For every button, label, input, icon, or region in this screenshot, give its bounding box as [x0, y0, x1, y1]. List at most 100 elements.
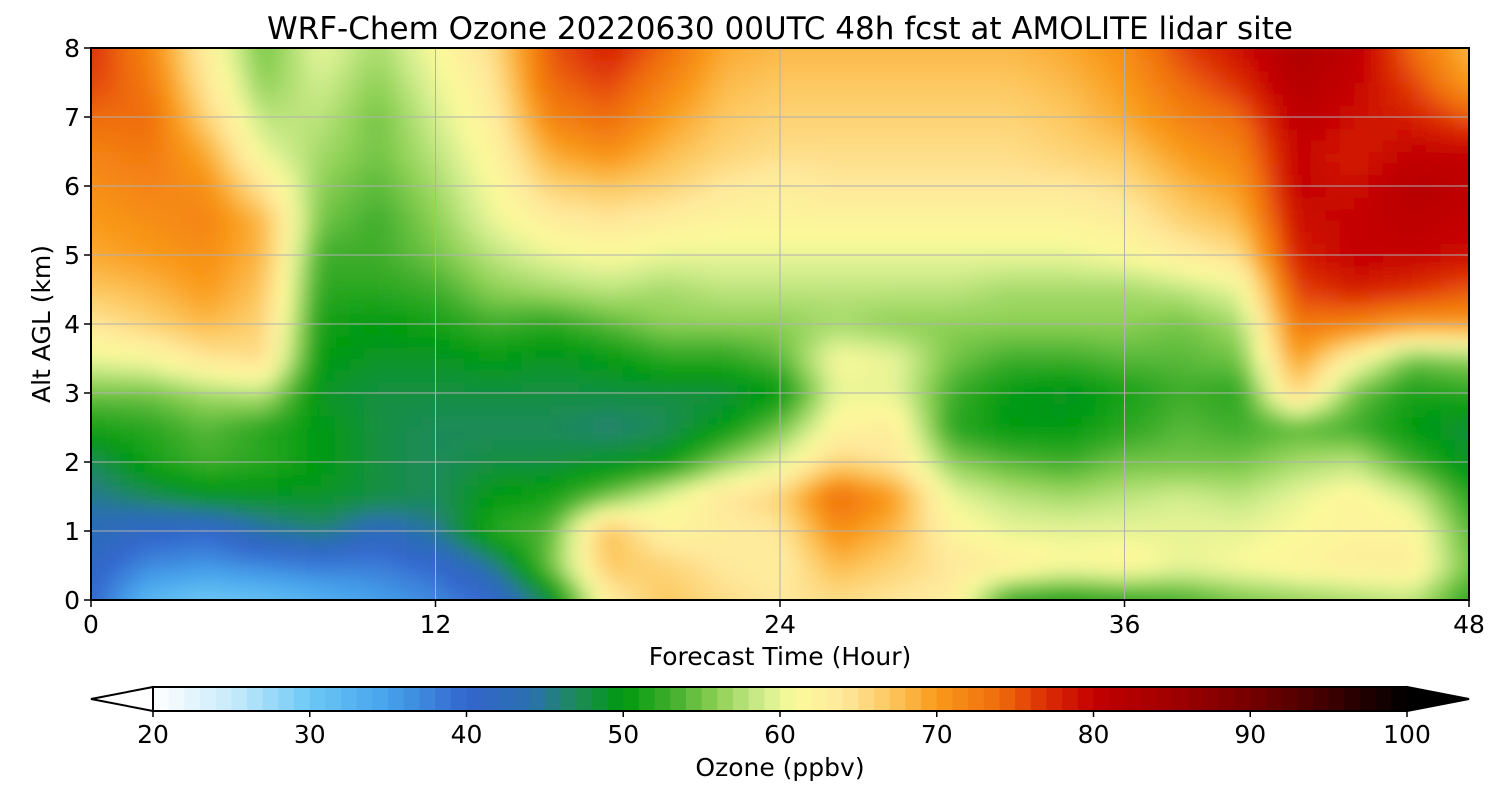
heatmap-cell: [320, 94, 336, 107]
heatmap-cell: [937, 508, 953, 521]
heatmap-cell: [277, 255, 293, 268]
heatmap-cell: [1167, 381, 1183, 394]
heatmap-cell: [177, 450, 193, 463]
heatmap-cell: [1397, 519, 1413, 532]
heatmap-cell: [1325, 439, 1341, 452]
heatmap-cell: [320, 542, 336, 555]
heatmap-cell: [952, 600, 967, 612]
heatmap-cell: [421, 59, 437, 72]
heatmap-cell: [435, 186, 451, 199]
heatmap-cell: [435, 59, 451, 72]
heatmap-cell: [449, 220, 465, 233]
heatmap-cell: [1397, 48, 1413, 49]
heatmap-cell: [923, 531, 939, 544]
heatmap-cell: [751, 531, 767, 544]
heatmap-cell: [722, 439, 738, 452]
heatmap-cell: [851, 577, 867, 590]
heatmap-cell: [550, 163, 566, 176]
heatmap-cell: [62, 71, 77, 83]
heatmap-cell: [923, 174, 939, 187]
heatmap-cell: [765, 48, 781, 61]
heatmap-cell: [1325, 278, 1341, 291]
heatmap-cell: [1382, 450, 1398, 463]
heatmap-cell: [535, 324, 551, 337]
heatmap-cell: [650, 450, 666, 463]
heatmap-cell: [1354, 163, 1370, 176]
heatmap-cell: [809, 600, 824, 612]
heatmap-cell: [909, 151, 925, 164]
heatmap-cell: [205, 186, 221, 199]
heatmap-cell: [579, 301, 594, 314]
heatmap-cell: [119, 519, 135, 532]
heatmap-cell: [162, 485, 178, 498]
heatmap-cell: [320, 335, 336, 348]
heatmap-cell: [593, 554, 609, 567]
heatmap-cell: [119, 117, 135, 130]
heatmap-cell: [1138, 71, 1154, 84]
heatmap-cell: [593, 140, 609, 153]
heatmap-cell: [564, 588, 580, 600]
heatmap-cell: [1325, 370, 1341, 383]
heatmap-cell: [449, 496, 465, 509]
heatmap-cell: [1095, 577, 1111, 590]
heatmap-cell: [564, 128, 580, 141]
heatmap-cell: [780, 209, 795, 222]
heatmap-cell: [493, 600, 508, 612]
heatmap-cell: [1411, 48, 1427, 49]
heatmap-cell: [1181, 531, 1197, 544]
heatmap-cell: [1024, 324, 1039, 337]
heatmap-cell: [665, 255, 681, 268]
heatmap-cell: [650, 232, 666, 245]
heatmap-cell: [1153, 301, 1169, 314]
heatmap-cell: [205, 220, 221, 233]
heatmap-cell: [1268, 462, 1283, 475]
heatmap-cell: [751, 473, 767, 486]
heatmap-cell: [650, 324, 666, 337]
heatmap-cell: [535, 335, 551, 348]
heatmap-cell: [937, 588, 953, 600]
heatmap-cell: [1268, 496, 1283, 509]
heatmap-cell: [62, 359, 77, 371]
heatmap-cell: [349, 324, 365, 337]
heatmap-cell: [378, 542, 394, 555]
heatmap-cell: [995, 232, 1011, 245]
heatmap-cell: [823, 600, 838, 612]
heatmap-cell: [708, 324, 724, 337]
heatmap-cell: [1167, 94, 1183, 107]
heatmap-cell: [1009, 140, 1025, 153]
heatmap-cell: [665, 473, 681, 486]
heatmap-cell: [177, 404, 193, 417]
heatmap-cell: [320, 197, 336, 210]
heatmap-cell: [535, 174, 551, 187]
heatmap-cell: [435, 358, 451, 371]
heatmap-cell: [880, 301, 896, 314]
heatmap-cell: [1411, 197, 1427, 210]
heatmap-cell: [550, 531, 566, 544]
heatmap-cell: [995, 485, 1011, 498]
heatmap-cell: [1253, 565, 1269, 578]
heatmap-cell: [1296, 404, 1312, 417]
heatmap-cell: [780, 186, 795, 199]
heatmap-cell: [521, 531, 537, 544]
heatmap-cell: [808, 347, 824, 360]
heatmap-cell: [378, 71, 394, 84]
heatmap-cell: [1095, 324, 1111, 337]
heatmap-cell: [421, 416, 437, 429]
heatmap-cell: [306, 289, 322, 302]
heatmap-cell: [1412, 25, 1427, 37]
heatmap-cell: [1397, 232, 1413, 245]
heatmap-cell: [134, 542, 150, 555]
heatmap-cell: [708, 174, 724, 187]
heatmap-cell: [794, 381, 810, 394]
heatmap-cell: [1210, 508, 1226, 521]
heatmap-cell: [1110, 416, 1126, 429]
heatmap-cell: [894, 220, 910, 233]
heatmap-cell: [1095, 485, 1111, 498]
heatmap-cell: [1268, 554, 1283, 567]
heatmap-cell: [665, 128, 681, 141]
heatmap-cell: [1224, 485, 1240, 498]
heatmap-cell: [1052, 542, 1068, 555]
heatmap-cell: [1411, 381, 1427, 394]
heatmap-cell: [1167, 485, 1183, 498]
heatmap-cell: [363, 439, 379, 452]
